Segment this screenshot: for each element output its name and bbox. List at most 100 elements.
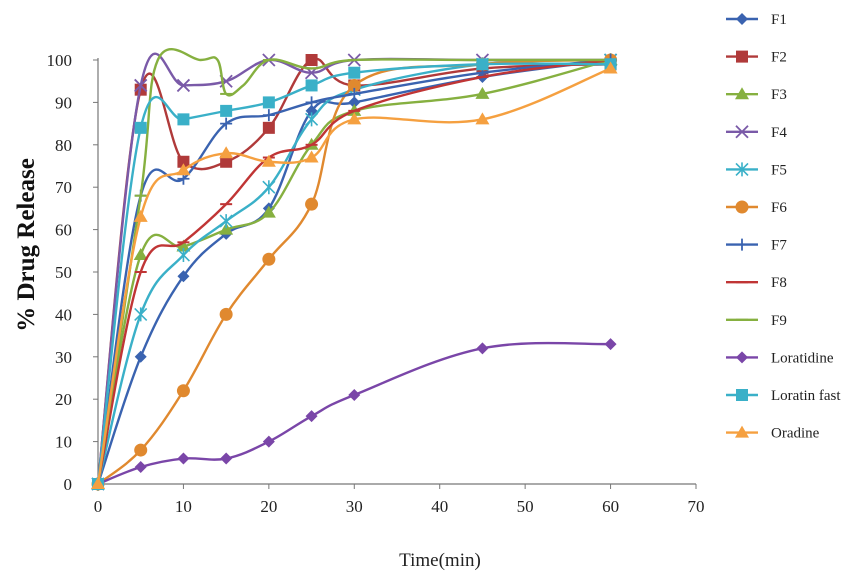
data-point-f3 [475, 86, 490, 99]
legend-label: Loratin fast [771, 388, 841, 404]
data-point-f2 [262, 121, 275, 134]
data-point-oradine [475, 112, 490, 125]
data-point-loratin-fast [177, 113, 190, 126]
y-tick-label: 90 [55, 93, 72, 112]
x-tick-label: 50 [517, 497, 534, 516]
series-oradine [91, 61, 618, 489]
legend-item-loratidine: Loratidine [726, 350, 834, 366]
legend-label: F2 [771, 50, 787, 66]
legend-item-oradine: Oradine [726, 425, 820, 442]
y-tick-label: 20 [55, 390, 72, 409]
data-point-f5 [305, 112, 319, 127]
y-tick-label: 100 [47, 51, 73, 70]
data-point-loratin-fast [305, 79, 318, 92]
data-point-f2 [220, 155, 233, 168]
legend-item-f4: F4 [726, 125, 787, 141]
data-point-f3 [219, 222, 234, 235]
data-point-loratin-fast [262, 96, 275, 109]
legend-marker [736, 238, 748, 251]
data-point-f6 [219, 307, 233, 321]
data-point-f1 [177, 270, 190, 283]
data-point-f7 [220, 117, 233, 130]
legend-label: F9 [771, 313, 787, 329]
data-point-f2 [177, 155, 190, 168]
series-layer [91, 47, 618, 491]
y-tick-label: 60 [55, 221, 72, 240]
legend-label: F7 [771, 238, 787, 254]
legend-label: F1 [771, 12, 787, 28]
series-line-loratin-fast [96, 62, 611, 485]
legend-marker [736, 351, 748, 364]
data-point-f6 [305, 197, 319, 211]
legend-marker [735, 425, 749, 438]
data-point-loratin-fast [134, 121, 147, 134]
data-point-f7 [348, 87, 361, 100]
data-point-oradine [176, 163, 191, 176]
data-point-loratidine [305, 410, 318, 423]
data-point-loratidine [262, 435, 275, 448]
series-line-loratidine [97, 341, 611, 486]
series-loratidine [92, 338, 617, 490]
legend-item-loratin-fast: Loratin fast [726, 388, 841, 404]
data-point-loratidine [134, 461, 147, 474]
legend-label: Loratidine [771, 350, 834, 366]
data-point-loratidine [476, 342, 489, 355]
axes [93, 58, 697, 489]
data-point-f4 [176, 78, 191, 93]
legend-label: F8 [771, 275, 787, 291]
y-tick-label: 80 [55, 136, 72, 155]
data-point-f3 [133, 248, 148, 261]
legend-item-f2: F2 [726, 50, 787, 66]
tick-labels: 0 10 20 30 40 50 60 70 80 90 100 0 10 20 30 40 50 60 70 [47, 51, 705, 516]
y-axis-label: % Drug Release [13, 158, 40, 332]
legend-item-f8: F8 [726, 275, 787, 291]
legend-marker [735, 125, 749, 139]
data-point-f1 [305, 104, 318, 117]
data-point-oradine [91, 477, 105, 489]
data-point-oradine [133, 209, 148, 222]
series-line-oradine [96, 67, 612, 485]
legend-item-f6: F6 [726, 200, 787, 216]
y-tick-label: 70 [55, 178, 72, 197]
data-point-f1 [134, 350, 147, 363]
data-point-f6 [347, 78, 361, 92]
y-tick-label: 0 [64, 475, 73, 494]
data-point-loratin-fast [348, 66, 361, 79]
data-point-loratidine [220, 452, 233, 465]
data-point-oradine [261, 154, 276, 167]
legend-item-f7: F7 [726, 238, 787, 254]
legend-label: F4 [771, 125, 787, 141]
y-tick-label: 10 [55, 433, 72, 452]
data-point-f4 [134, 78, 148, 93]
x-tick-label: 70 [688, 497, 705, 516]
data-point-f6 [176, 384, 190, 398]
data-point-f6 [262, 252, 276, 266]
data-point-f5 [262, 180, 276, 195]
data-point-f5 [176, 248, 190, 263]
x-tick-label: 0 [94, 497, 103, 516]
x-tick-label: 10 [175, 497, 192, 516]
y-tick-label: 40 [55, 305, 72, 324]
legend-marker [736, 389, 748, 401]
data-point-f3 [176, 239, 191, 252]
data-point-oradine [603, 61, 618, 74]
data-point-f2 [305, 54, 318, 66]
legend-marker [735, 87, 749, 100]
data-point-loratin-fast [476, 58, 489, 71]
data-point-oradine [219, 146, 234, 159]
data-point-oradine [304, 150, 319, 163]
y-tick-label: 50 [55, 263, 72, 282]
legend-marker [736, 50, 748, 63]
legend-label: F6 [771, 200, 787, 216]
legend: F1 F2 F3 F4 F5 F6 F7 F8 F9 Loratidine Loratin fast… [726, 12, 841, 442]
y-tick-label: 30 [55, 348, 72, 367]
legend-label: F3 [771, 87, 787, 103]
series-line-f7 [96, 58, 611, 485]
data-point-f5 [219, 214, 233, 229]
data-point-loratidine [604, 338, 617, 351]
data-point-oradine [347, 112, 362, 125]
legend-label: F5 [771, 162, 787, 178]
legend-marker [735, 162, 749, 177]
legend-item-f1: F1 [726, 12, 787, 28]
